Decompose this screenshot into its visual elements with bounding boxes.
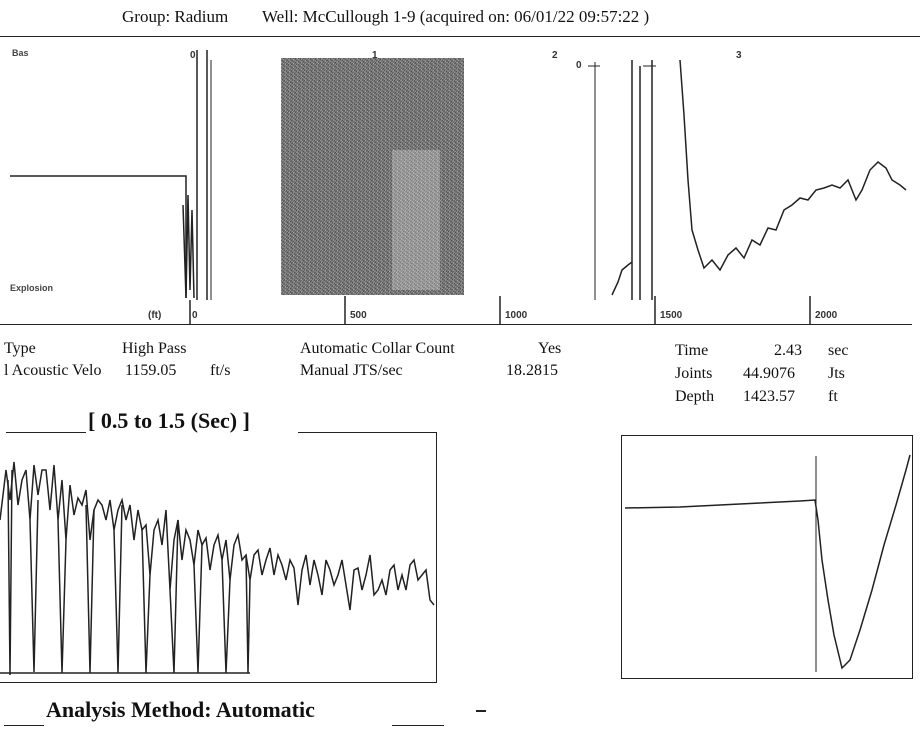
depth-label: Depth [675, 388, 715, 405]
group-label: Group: Radium [122, 7, 229, 26]
pulse-inset-box [621, 435, 913, 679]
jts-value: 18.2815 [506, 362, 558, 379]
scale-1500: 1500 [660, 310, 683, 321]
noise-image-block [281, 58, 464, 295]
footer-rule-left [4, 725, 44, 726]
jts-label: Manual JTS/sec [300, 362, 403, 379]
acoustic-velocity-label: l Acoustic Velo [4, 362, 102, 379]
scale-unit: (ft) [148, 310, 162, 321]
acoustic-velocity-unit: ft/s [210, 362, 231, 379]
window-title-rule-right [298, 432, 436, 433]
acoustic-velocity-value: 1159.05 [125, 362, 177, 379]
analysis-method: Analysis Method: Automatic [46, 697, 315, 722]
window-title-rule-left [6, 432, 86, 433]
joints-unit: Jts [828, 365, 845, 382]
collar-count-value: Yes [538, 340, 562, 357]
well-label: Well: McCullough 1-9 (acquired on: 06/01… [262, 7, 650, 26]
joints-label: Joints [675, 365, 713, 382]
trace-mark-1: 1 [372, 50, 378, 61]
noise-highlight [392, 150, 440, 290]
time-label: Time [675, 342, 709, 359]
scale-1000: 1000 [505, 310, 528, 321]
scale-2000: 2000 [815, 310, 838, 321]
time-value: 2.43 [774, 342, 802, 359]
trace-baseline [0, 324, 912, 325]
time-unit: sec [828, 342, 849, 359]
filter-type-value: High Pass [122, 340, 187, 357]
depth-value: 1423.57 [743, 388, 795, 405]
window-title: [ 0.5 to 1.5 (Sec) ] [88, 408, 250, 433]
filter-type-label: Type [4, 340, 36, 357]
footer-rule-right [392, 725, 444, 726]
trace-mark-0: 0 [190, 50, 196, 61]
trace-mark-3: 3 [736, 50, 742, 61]
footer-dash [476, 710, 486, 712]
scale-0: 0 [192, 310, 198, 321]
trace-bottom-label: Explosion [10, 283, 54, 293]
collar-count-label: Automatic Collar Count [300, 340, 455, 357]
joints-value: 44.9076 [743, 365, 795, 382]
header: Group: Radium Well: McCullough 1-9 (acqu… [0, 7, 920, 31]
scale-500: 500 [350, 310, 367, 321]
header-divider [0, 36, 920, 37]
waveform-box [0, 432, 437, 683]
trace-mark-0-right: 0 [576, 60, 582, 71]
depth-unit: ft [828, 388, 838, 405]
trace-top-label: Bas [12, 48, 29, 58]
trace-mark-2: 2 [552, 50, 558, 61]
